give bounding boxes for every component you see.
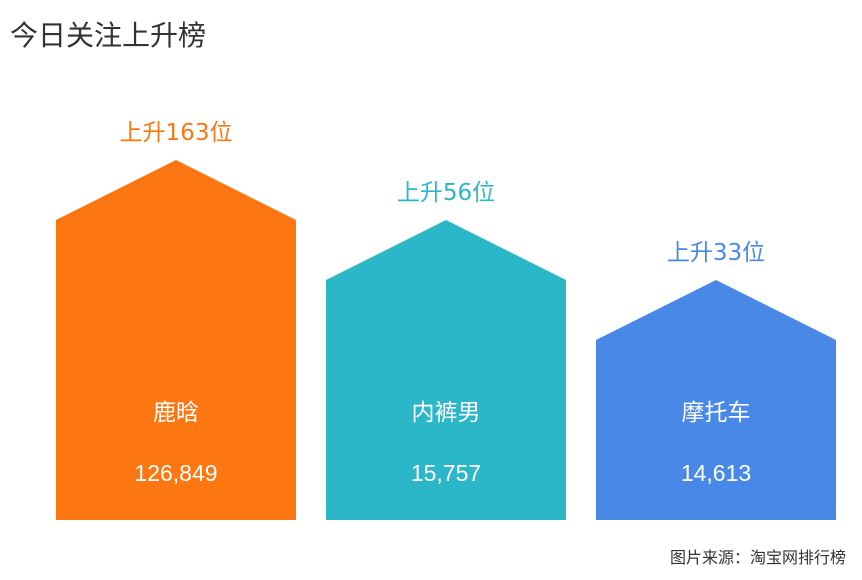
- category-label-2: 内裤男: [412, 400, 481, 426]
- page-title: 今日关注上升榜: [10, 19, 207, 52]
- bar-2: [326, 220, 566, 520]
- bar-1: [56, 160, 296, 520]
- rank-label-3: 上升33位: [667, 240, 765, 266]
- rank-label-1: 上升163位: [120, 120, 233, 146]
- bar-3: [596, 280, 836, 520]
- value-label-2: 15,757: [411, 460, 481, 486]
- source-note: 图片来源：淘宝网排行榜: [669, 548, 846, 567]
- value-label-3: 14,613: [681, 460, 751, 486]
- category-label-3: 摩托车: [682, 400, 751, 426]
- rank-label-2: 上升56位: [397, 180, 495, 206]
- value-label-1: 126,849: [134, 460, 217, 486]
- category-label-1: 鹿晗: [153, 400, 199, 426]
